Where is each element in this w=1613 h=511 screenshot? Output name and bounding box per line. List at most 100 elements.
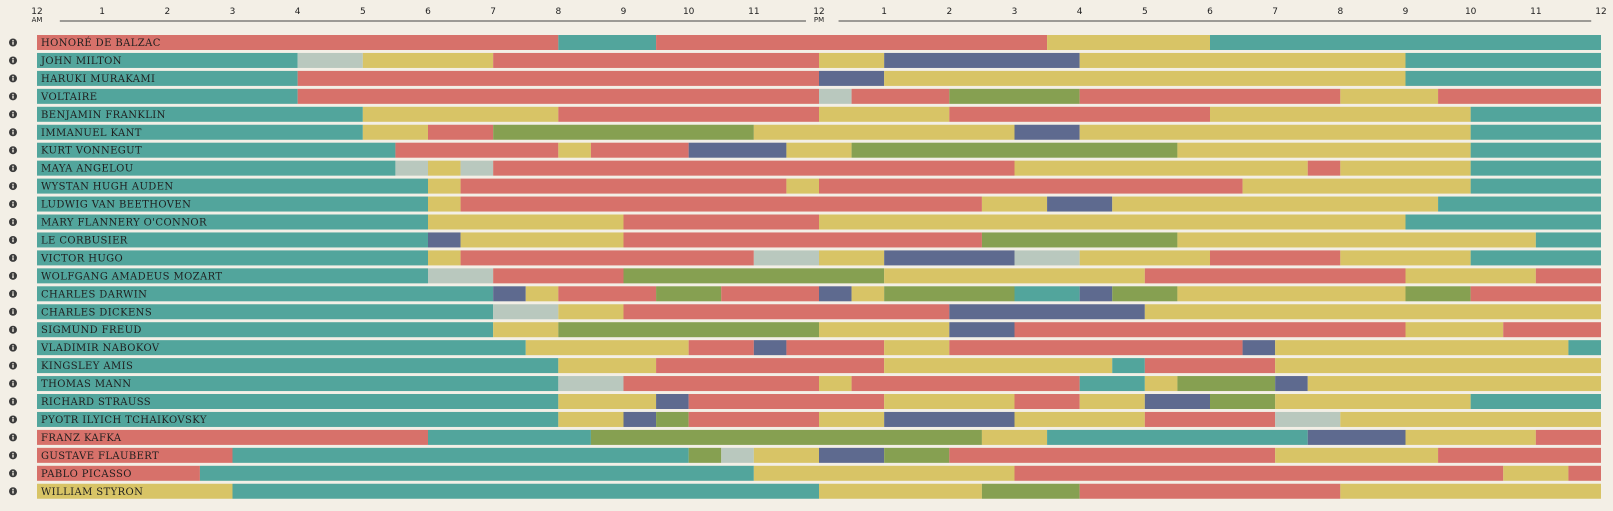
info-icon[interactable] xyxy=(9,487,17,496)
info-icon[interactable] xyxy=(9,343,17,352)
segment-work xyxy=(460,196,982,212)
segment-food xyxy=(1014,124,1080,140)
routine-row: GUSTAVE FLAUBERT xyxy=(9,447,1601,463)
segment-work xyxy=(851,376,1080,392)
info-icon[interactable] xyxy=(9,182,17,191)
segment-leisure xyxy=(1177,286,1406,302)
segment-leisure xyxy=(1210,106,1471,122)
segment-sleep xyxy=(1210,35,1601,50)
info-icon[interactable] xyxy=(9,235,17,244)
segment-leisure xyxy=(493,322,559,338)
row-label: WILLIAM STYRON xyxy=(41,487,143,498)
segment-leisure xyxy=(1340,411,1601,427)
row-label: WOLFGANG AMADEUS MOZART xyxy=(41,271,222,282)
segment-leisure xyxy=(1340,250,1471,266)
info-icon[interactable] xyxy=(9,361,17,370)
row-label: BENJAMIN FRANKLIN xyxy=(41,110,166,121)
segment-work xyxy=(1568,465,1601,481)
routine-row: WOLFGANG AMADEUS MOZART xyxy=(9,268,1601,284)
routine-row: HARUKI MURAKAMI xyxy=(9,70,1601,86)
tick-label: 6 xyxy=(425,7,431,17)
segment-exercise xyxy=(884,447,950,463)
tick-label: 2 xyxy=(946,7,952,17)
info-icon[interactable] xyxy=(9,74,17,83)
segment-leisure xyxy=(1275,358,1601,374)
segment-food xyxy=(884,52,1080,68)
segment-work xyxy=(949,447,1276,463)
tick-label: 8 xyxy=(1337,7,1343,17)
routine-row: KURT VONNEGUT xyxy=(9,142,1601,158)
routine-row: VICTOR HUGO xyxy=(9,250,1601,266)
tick-sublabel: AM xyxy=(32,16,43,24)
segment-work xyxy=(1210,250,1341,266)
segment-work xyxy=(1144,358,1276,374)
info-icon[interactable] xyxy=(9,325,17,334)
tick-label: 3 xyxy=(1012,7,1018,17)
info-icon[interactable] xyxy=(9,451,17,460)
segment-leisure xyxy=(1405,268,1536,284)
tick-label: 7 xyxy=(1272,7,1278,17)
tick-label: 6 xyxy=(1207,7,1213,17)
info-icon[interactable] xyxy=(9,289,17,298)
segment-leisure xyxy=(1340,160,1471,176)
segment-other xyxy=(428,268,494,284)
tick-label: 12 xyxy=(1595,7,1606,17)
info-icon[interactable] xyxy=(9,164,17,173)
info-icon[interactable] xyxy=(9,110,17,119)
segment-exercise xyxy=(623,268,885,284)
segment-food xyxy=(1079,286,1113,302)
segment-work xyxy=(1014,322,1406,338)
segment-work xyxy=(558,106,819,122)
info-icon[interactable] xyxy=(9,56,17,65)
segment-sleep xyxy=(199,465,754,481)
segment-sleep xyxy=(1438,196,1601,212)
info-icon[interactable] xyxy=(9,253,17,262)
routine-row: MARY FLANNERY O'CONNOR xyxy=(9,214,1601,230)
segment-sleep xyxy=(1470,124,1601,140)
segment-work xyxy=(37,447,233,463)
segment-sleep xyxy=(428,429,591,445)
segment-leisure xyxy=(981,196,1048,212)
routine-row: RICHARD STRAUSS xyxy=(9,394,1601,409)
segment-other xyxy=(721,447,754,463)
segment-leisure xyxy=(884,340,950,356)
tick-label: 11 xyxy=(1530,7,1541,17)
segment-work xyxy=(493,52,819,68)
info-icon[interactable] xyxy=(9,218,17,226)
segment-work xyxy=(623,232,982,248)
info-icon[interactable] xyxy=(9,200,17,209)
info-icon[interactable] xyxy=(9,146,17,155)
segment-work xyxy=(688,411,819,427)
segment-food xyxy=(949,304,1145,320)
segment-work xyxy=(1144,411,1276,427)
segment-sleep xyxy=(37,411,559,427)
segment-leisure xyxy=(884,358,1113,374)
info-icon[interactable] xyxy=(9,92,17,101)
segment-food xyxy=(1047,196,1113,212)
routine-row: WYSTAN HUGH AUDEN xyxy=(9,178,1601,194)
routine-row: SIGMUND FREUD xyxy=(9,322,1601,338)
segment-leisure xyxy=(460,232,624,248)
segment-work xyxy=(395,142,559,158)
info-icon[interactable] xyxy=(9,307,17,316)
row-label: MAYA ANGELOU xyxy=(41,164,134,175)
segment-sleep xyxy=(1079,376,1145,392)
segment-leisure xyxy=(558,358,657,374)
routine-row: JOHN MILTON xyxy=(9,52,1601,68)
routine-row: PABLO PICASSO xyxy=(9,465,1601,481)
segment-sleep xyxy=(37,124,363,140)
info-icon[interactable] xyxy=(9,397,17,406)
info-icon[interactable] xyxy=(9,415,17,424)
routine-rows: HONORÉ DE BALZAC JOHN MILTON HARUKI MURAKA… xyxy=(9,35,1601,499)
info-icon[interactable] xyxy=(9,271,17,280)
segment-work xyxy=(1470,286,1601,302)
info-icon[interactable] xyxy=(9,433,17,442)
info-icon[interactable] xyxy=(9,469,17,478)
segment-work xyxy=(1503,322,1601,338)
tick-label: 9 xyxy=(621,7,627,17)
info-icon[interactable] xyxy=(9,38,17,47)
info-icon[interactable] xyxy=(9,379,17,388)
info-icon[interactable] xyxy=(9,128,17,137)
segment-leisure xyxy=(819,322,950,338)
